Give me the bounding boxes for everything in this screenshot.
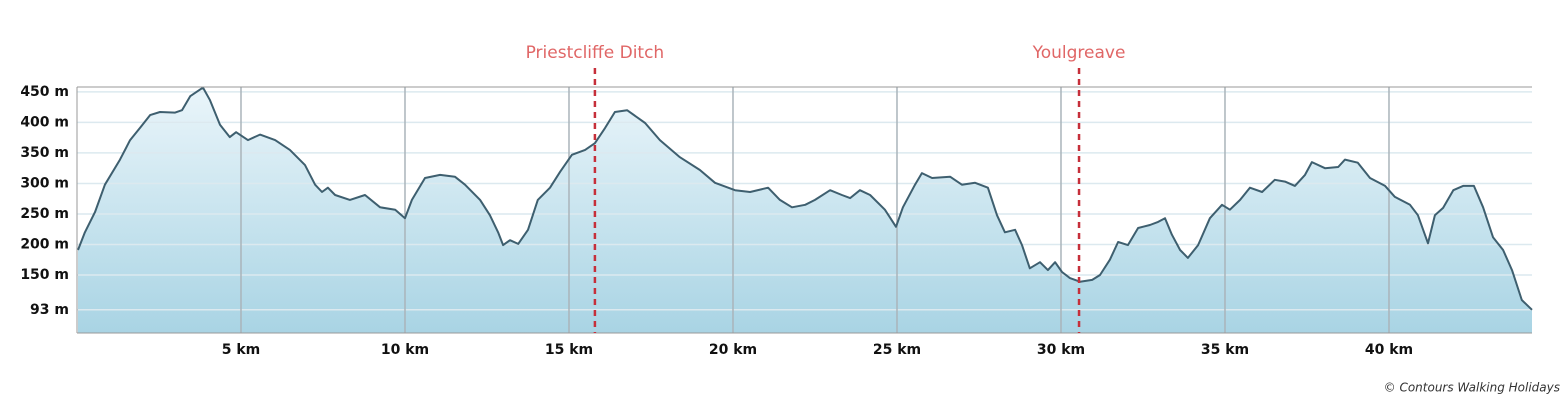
y-tick-label: 400 m bbox=[20, 114, 69, 130]
y-tick-label: 450 m bbox=[20, 84, 69, 100]
x-tick-label: 30 km bbox=[1037, 342, 1085, 358]
x-tick-label: 25 km bbox=[873, 342, 921, 358]
credit: © Contours Walking Holidays bbox=[1384, 381, 1560, 395]
area-fill bbox=[77, 87, 1532, 333]
y-tick-label: 350 m bbox=[20, 145, 69, 161]
x-tick-label: 15 km bbox=[545, 342, 593, 358]
y-tick-label: 150 m bbox=[20, 267, 69, 283]
y-tick-label: 93 m bbox=[30, 302, 69, 318]
y-tick-label: 250 m bbox=[20, 206, 69, 222]
x-tick-label: 35 km bbox=[1201, 342, 1249, 358]
elevation-line bbox=[77, 86, 1533, 311]
x-tick-label: 40 km bbox=[1365, 342, 1413, 358]
x-tick-label: 10 km bbox=[381, 342, 429, 358]
y-tick-label: 300 m bbox=[20, 175, 69, 191]
annotation-label: Youlgreave bbox=[1032, 43, 1126, 63]
annotation-label: Priestcliffe Ditch bbox=[526, 43, 665, 63]
x-tick-label: 20 km bbox=[709, 342, 757, 358]
x-tick-label: 5 km bbox=[222, 342, 261, 358]
y-tick-label: 200 m bbox=[20, 236, 69, 252]
